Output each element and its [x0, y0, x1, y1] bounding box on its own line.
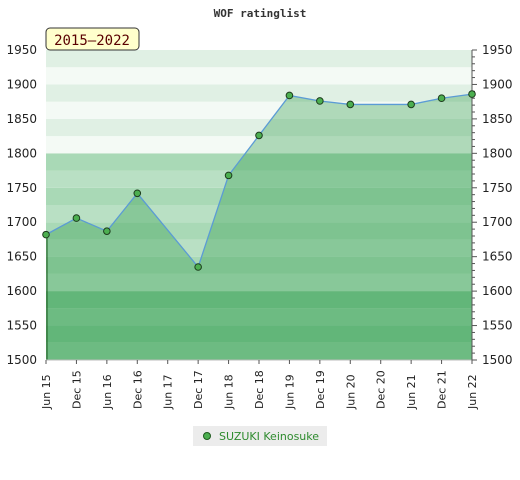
y-tick-label-left: 1750: [6, 181, 37, 195]
y-tick-label-left: 1600: [6, 284, 37, 298]
y-tick-label-left: 1500: [6, 353, 37, 367]
x-tick-label: Jun 16: [101, 374, 114, 410]
y-tick-label-left: 1900: [6, 77, 37, 91]
legend-label: SUZUKI Keinosuke: [219, 429, 320, 443]
band: [46, 67, 472, 85]
x-tick-label: Dec 17: [192, 370, 205, 409]
y-tick-label-right: 1750: [482, 181, 513, 195]
data-point: [72, 214, 81, 222]
x-tick-label: Jun 22: [466, 374, 479, 410]
band: [46, 222, 472, 240]
x-tick-label: Dec 15: [70, 370, 83, 409]
band: [46, 273, 472, 292]
area-fill: [46, 94, 472, 360]
band: [46, 50, 472, 68]
y-tick-label-left: 1950: [6, 43, 37, 57]
x-tick-label: Jun 15: [40, 374, 53, 410]
y-tick-label-left: 1850: [6, 112, 37, 126]
x-tick-label: Dec 20: [375, 370, 388, 409]
band: [46, 170, 472, 188]
period-badge: 2015–2022: [45, 27, 140, 51]
band: [46, 118, 472, 137]
y-tick-label-right: 1900: [482, 77, 513, 91]
band: [46, 256, 472, 274]
background-bands: [46, 50, 472, 360]
y-tick-label-right: 1500: [482, 353, 513, 367]
band: [46, 136, 472, 154]
data-point: [407, 100, 415, 109]
x-tick-label: Dec 19: [314, 370, 327, 409]
data-point: [103, 227, 111, 235]
data-point: [468, 90, 476, 98]
legend: SUZUKI Keinosuke: [193, 426, 328, 446]
band: [46, 291, 472, 309]
band: [46, 205, 472, 223]
band: [46, 342, 472, 360]
y-tick-label-right: 1650: [482, 250, 513, 264]
x-tick-label: Jun 21: [405, 374, 418, 410]
y-tick-label-right: 1600: [482, 284, 513, 298]
data-point: [133, 189, 142, 198]
y-tick-label-left: 1800: [6, 146, 37, 160]
y-tick-label-left: 1550: [6, 319, 37, 333]
axes: 1500 1500 1550 1550 1600 1600 1650 1650 1700 1700…: [6, 43, 512, 410]
x-tick-label: Jun 18: [223, 374, 236, 410]
y-tick-label-right: 1550: [482, 319, 513, 333]
band: [46, 153, 472, 171]
data-point: [42, 230, 50, 239]
band: [46, 84, 472, 102]
chart-title: WOF ratinglist: [214, 7, 307, 20]
data-point: [437, 94, 446, 103]
period-badge-text: 2015–2022: [54, 33, 130, 49]
band: [46, 187, 472, 205]
x-tick-label: Dec 18: [253, 370, 266, 409]
x-tick-label: Dec 21: [436, 370, 449, 409]
x-tick-label: Jun 20: [344, 374, 357, 410]
y-tick-label-right: 1700: [482, 215, 513, 229]
data-point: [316, 97, 324, 105]
data-point: [285, 91, 294, 100]
legend-marker-icon: [203, 432, 211, 440]
band: [46, 239, 472, 257]
x-tick-label: Dec 16: [131, 370, 144, 409]
y-tick-label-right: 1850: [482, 112, 513, 126]
band: [46, 101, 472, 119]
x-tick-label: Jun 17: [162, 374, 175, 410]
y-tick-label-right: 1800: [482, 146, 513, 160]
data-point: [224, 171, 233, 180]
data-point: [255, 131, 263, 140]
y-tick-label-right: 1950: [482, 43, 513, 57]
data-point: [194, 263, 202, 271]
data-point: [346, 100, 355, 109]
y-tick-label-left: 1700: [6, 215, 37, 229]
band: [46, 308, 472, 326]
points-layer: [42, 90, 476, 271]
band: [46, 325, 472, 343]
y-tick-label-left: 1650: [6, 250, 37, 264]
x-tick-label: Jun 19: [283, 374, 296, 410]
